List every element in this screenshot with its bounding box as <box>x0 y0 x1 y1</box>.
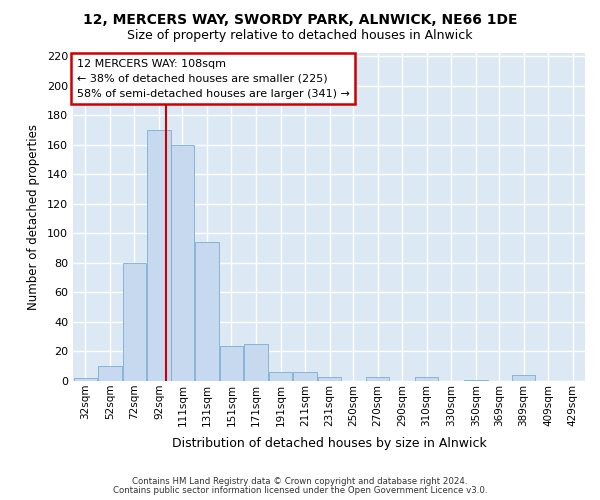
Bar <box>366 376 389 381</box>
Bar <box>195 242 218 381</box>
Text: 12, MERCERS WAY, SWORDY PARK, ALNWICK, NE66 1DE: 12, MERCERS WAY, SWORDY PARK, ALNWICK, N… <box>83 12 517 26</box>
Bar <box>170 144 194 381</box>
Bar <box>464 380 488 381</box>
Bar <box>293 372 317 381</box>
Text: Contains HM Land Registry data © Crown copyright and database right 2024.: Contains HM Land Registry data © Crown c… <box>132 477 468 486</box>
Bar <box>147 130 171 381</box>
Bar <box>512 375 535 381</box>
Text: Size of property relative to detached houses in Alnwick: Size of property relative to detached ho… <box>127 29 473 42</box>
Bar <box>74 378 97 381</box>
Bar <box>122 263 146 381</box>
Bar <box>415 376 439 381</box>
Text: Contains public sector information licensed under the Open Government Licence v3: Contains public sector information licen… <box>113 486 487 495</box>
Bar <box>220 346 243 381</box>
Bar <box>244 344 268 381</box>
Y-axis label: Number of detached properties: Number of detached properties <box>27 124 40 310</box>
Text: 12 MERCERS WAY: 108sqm
← 38% of detached houses are smaller (225)
58% of semi-de: 12 MERCERS WAY: 108sqm ← 38% of detached… <box>77 59 350 98</box>
X-axis label: Distribution of detached houses by size in Alnwick: Distribution of detached houses by size … <box>172 437 487 450</box>
Bar <box>318 376 341 381</box>
Bar <box>98 366 122 381</box>
Bar <box>269 372 292 381</box>
